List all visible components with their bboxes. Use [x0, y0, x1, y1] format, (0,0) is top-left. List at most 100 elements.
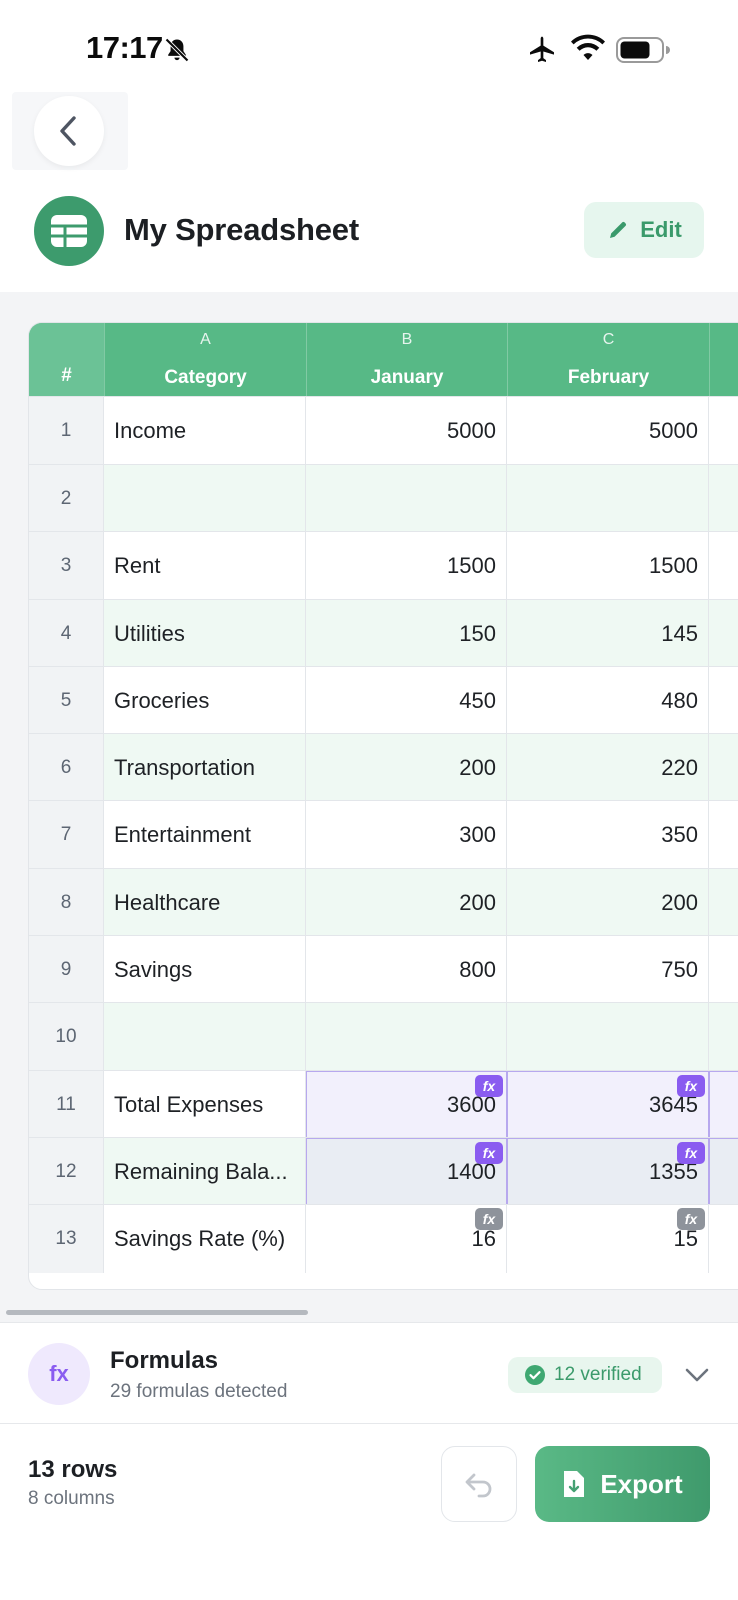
row-number[interactable]: 1 — [29, 397, 104, 465]
row-number[interactable]: 2 — [29, 465, 104, 533]
spreadsheet-icon — [34, 196, 104, 266]
cell-january[interactable]: 150 — [306, 600, 507, 668]
cell-next-column[interactable] — [709, 734, 738, 802]
row-number[interactable]: 6 — [29, 734, 104, 802]
cell-value: 16 — [471, 1226, 496, 1251]
cell-next-column[interactable] — [709, 600, 738, 668]
column-letter: C — [602, 331, 615, 348]
cell-february[interactable] — [507, 1003, 709, 1071]
cell-next-column[interactable] — [709, 936, 738, 1004]
column-header-a[interactable]: A Category — [104, 323, 306, 397]
row-number[interactable]: 10 — [29, 1003, 104, 1071]
row-number[interactable]: 8 — [29, 869, 104, 937]
row-number[interactable]: 13 — [29, 1205, 104, 1273]
column-header-d[interactable] — [709, 323, 738, 397]
fx-badge: fx — [677, 1208, 705, 1230]
cell-january[interactable]: 5000 — [306, 397, 507, 465]
cell-category[interactable]: Entertainment — [104, 801, 306, 869]
row-number[interactable]: 11 — [29, 1071, 104, 1139]
cell-january[interactable]: 200 — [306, 734, 507, 802]
table-row: 9 Savings 800 750 — [29, 935, 738, 1004]
cell-next-column[interactable] — [709, 667, 738, 735]
cell-february[interactable]: 200 — [507, 869, 709, 937]
cell-january[interactable]: 300 — [306, 801, 507, 869]
column-name: Category — [164, 367, 247, 388]
cell-next-column[interactable] — [709, 869, 738, 937]
cell-next-column[interactable] — [709, 1205, 738, 1273]
cell-next-column[interactable] — [709, 801, 738, 869]
cell-category[interactable]: Remaining Bala... — [104, 1138, 306, 1206]
cell-category[interactable]: Total Expenses — [104, 1071, 306, 1139]
cell-january[interactable] — [306, 465, 507, 533]
cell-category[interactable]: Healthcare — [104, 869, 306, 937]
cell-january[interactable] — [306, 1003, 507, 1071]
cell-next-column[interactable] — [709, 1003, 738, 1071]
fx-badge: fx — [677, 1142, 705, 1164]
column-name: January — [370, 367, 444, 388]
cell-next-column[interactable] — [709, 397, 738, 465]
cell-february[interactable]: 480 — [507, 667, 709, 735]
formulas-title: Formulas — [110, 1347, 219, 1374]
cell-january[interactable]: 1500 — [306, 532, 507, 600]
battery-icon — [616, 37, 670, 63]
cell-category[interactable]: Savings — [104, 936, 306, 1004]
formulas-panel[interactable]: fx Formulas 29 formulas detected 12 veri… — [0, 1322, 738, 1424]
cell-category[interactable]: Savings Rate (%) — [104, 1205, 306, 1273]
status-bar: 17:17 — [0, 0, 738, 96]
spreadsheet-grid[interactable]: # A Category B January C February 1 Inco… — [28, 322, 738, 1290]
formula-cell-february[interactable]: 3645 fx — [507, 1071, 709, 1139]
cell-category[interactable]: Utilities — [104, 600, 306, 668]
row-number[interactable]: 4 — [29, 600, 104, 668]
row-number[interactable]: 9 — [29, 936, 104, 1004]
cell-february[interactable]: 220 — [507, 734, 709, 802]
status-time: 17:17 — [86, 30, 163, 65]
cell-january[interactable]: 800 — [306, 936, 507, 1004]
column-name: February — [567, 367, 650, 388]
undo-icon — [465, 1473, 492, 1498]
cell-february[interactable]: 1500 — [507, 532, 709, 600]
sheet-header: My Spreadsheet Edit — [0, 180, 738, 292]
cell-february[interactable]: 145 — [507, 600, 709, 668]
formula-cell-february[interactable]: 1355 fx — [507, 1138, 709, 1206]
cell-january[interactable]: 200 — [306, 869, 507, 937]
formula-cell-february[interactable]: 15 fx — [507, 1205, 709, 1273]
cell-february[interactable]: 350 — [507, 801, 709, 869]
bell-slash-icon — [165, 38, 189, 62]
cell-category[interactable]: Groceries — [104, 667, 306, 735]
cell-january[interactable]: 450 — [306, 667, 507, 735]
edit-button[interactable]: Edit — [584, 202, 704, 258]
chevron-left-icon — [60, 116, 76, 146]
cell-next-column[interactable] — [709, 532, 738, 600]
cell-category[interactable] — [104, 465, 306, 533]
cell-february[interactable] — [507, 465, 709, 533]
cell-february[interactable]: 5000 — [507, 397, 709, 465]
column-header-b[interactable]: B January — [306, 323, 507, 397]
cell-category[interactable]: Income — [104, 397, 306, 465]
table-row: 8 Healthcare 200 200 — [29, 868, 738, 937]
cell-category[interactable]: Transportation — [104, 734, 306, 802]
cell-next-column[interactable] — [709, 1071, 738, 1139]
horizontal-scrollbar[interactable] — [6, 1310, 308, 1315]
formula-cell-january[interactable]: 16 fx — [306, 1205, 507, 1273]
column-header-c[interactable]: C February — [507, 323, 709, 397]
formulas-count: 29 formulas detected — [110, 1381, 288, 1402]
row-number[interactable]: 12 — [29, 1138, 104, 1206]
cell-category[interactable] — [104, 1003, 306, 1071]
row-number[interactable]: 7 — [29, 801, 104, 869]
export-button[interactable]: Export — [535, 1446, 710, 1522]
row-number[interactable]: 3 — [29, 532, 104, 600]
table-row: 11 Total Expenses 3600 fx 3645 fx — [29, 1070, 738, 1139]
table-row: 13 Savings Rate (%) 16 fx 15 fx — [29, 1204, 738, 1273]
bottom-bar: 13 rows 8 columns Export — [0, 1424, 738, 1600]
cell-next-column[interactable] — [709, 1138, 738, 1206]
export-label: Export — [600, 1468, 683, 1499]
cell-category[interactable]: Rent — [104, 532, 306, 600]
formula-cell-january[interactable]: 1400 fx — [306, 1138, 507, 1206]
cell-next-column[interactable] — [709, 465, 738, 533]
formula-cell-january[interactable]: 3600 fx — [306, 1071, 507, 1139]
chevron-down-icon[interactable] — [682, 1363, 712, 1387]
row-number[interactable]: 5 — [29, 667, 104, 735]
cell-february[interactable]: 750 — [507, 936, 709, 1004]
back-button[interactable] — [34, 96, 104, 166]
undo-button[interactable] — [441, 1446, 517, 1522]
